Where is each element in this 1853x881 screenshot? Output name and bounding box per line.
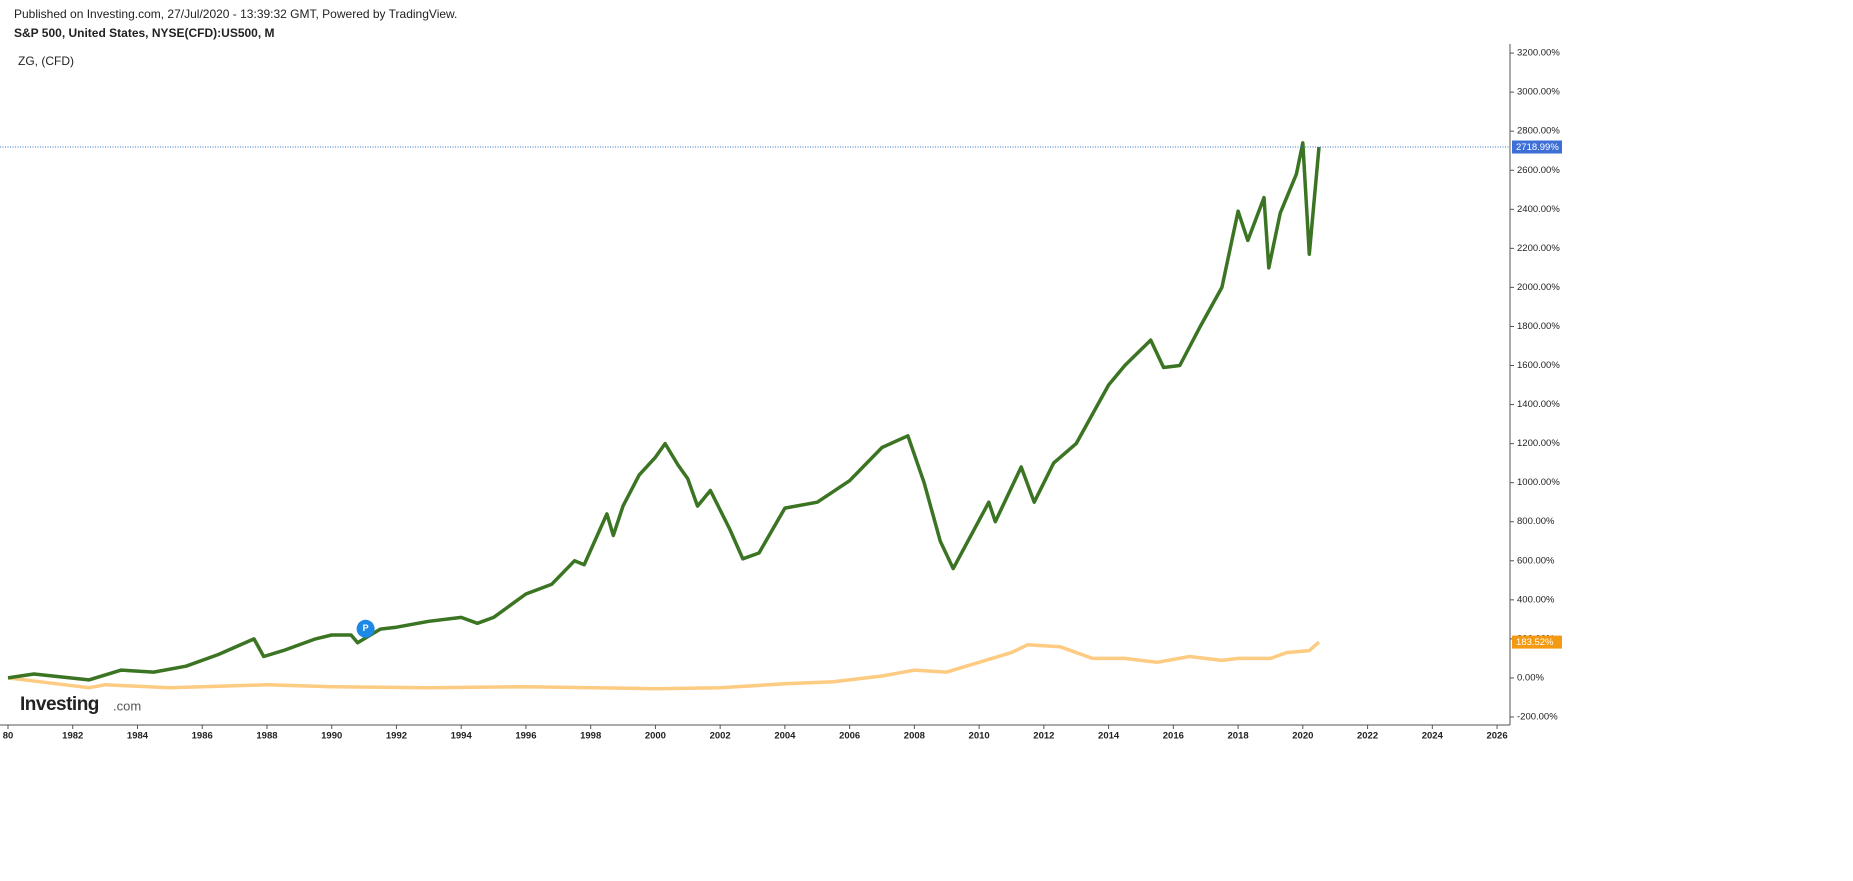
event-marker-label: P	[363, 623, 369, 633]
x-tick-label: 2022	[1357, 731, 1378, 742]
x-tick-label: 2000	[645, 731, 666, 742]
y-tick-label: 3000.00%	[1517, 87, 1560, 98]
y-tick-label: 1200.00%	[1517, 438, 1560, 449]
x-tick-label: 1992	[386, 731, 407, 742]
x-tick-label: 2026	[1486, 731, 1507, 742]
series-line	[7, 640, 1321, 691]
x-tick-label: 1996	[515, 731, 536, 742]
x-tick-label: 2004	[774, 731, 796, 742]
chart-title: S&P 500, United States, NYSE(CFD):US500,…	[14, 26, 275, 40]
y-tick-label: 1000.00%	[1517, 477, 1560, 488]
y-tick-label: 1400.00%	[1517, 399, 1560, 410]
y-tick-label: 600.00%	[1517, 555, 1555, 566]
value-badge	[1512, 635, 1562, 649]
y-tick-label: 2400.00%	[1517, 204, 1560, 215]
x-tick-label: 1982	[62, 731, 83, 742]
x-tick-label: 1986	[192, 731, 213, 742]
y-tick-label: -200.00%	[1517, 712, 1558, 723]
published-note: Published on Investing.com, 27/Jul/2020 …	[14, 7, 457, 21]
logo-suffix: .com	[113, 698, 141, 713]
y-tick-label: 0.00%	[1517, 672, 1544, 683]
y-tick-label: 2200.00%	[1517, 243, 1560, 254]
x-tick-label: 2020	[1292, 731, 1313, 742]
x-tick-label: 2014	[1098, 731, 1120, 742]
x-tick-label: 1994	[451, 731, 473, 742]
value-label: 2718.99%	[1516, 142, 1559, 153]
x-tick-label: 2012	[1033, 731, 1054, 742]
x-tick-label: 2016	[1163, 731, 1184, 742]
x-tick-label: 1988	[256, 731, 277, 742]
y-tick-label: 2600.00%	[1517, 165, 1560, 176]
value-badge	[1512, 140, 1562, 154]
x-tick-label: 2010	[969, 731, 990, 742]
event-marker	[356, 619, 375, 638]
x-tick-label: 2008	[904, 731, 925, 742]
y-tick-label: 2800.00%	[1517, 126, 1560, 137]
logo: Investing .com	[20, 694, 141, 715]
y-tick-label: 2000.00%	[1517, 282, 1560, 293]
y-tick-label: 1800.00%	[1517, 321, 1560, 332]
y-tick-label: 800.00%	[1517, 516, 1555, 527]
x-tick-label: 2002	[710, 731, 731, 742]
x-tick-label: 80	[3, 731, 14, 742]
value-label: 183.52%	[1516, 637, 1554, 648]
logo-text: Investing	[20, 694, 99, 715]
y-tick-label: 400.00%	[1517, 594, 1555, 605]
y-tick-label: 3200.00%	[1517, 48, 1560, 59]
x-tick-label: 2024	[1422, 731, 1444, 742]
x-tick-label: 1984	[127, 731, 149, 742]
chart-subtitle: ZG, (CFD)	[18, 54, 74, 68]
x-tick-label: 2018	[1228, 731, 1249, 742]
x-tick-label: 1998	[580, 731, 601, 742]
y-tick-label: 1600.00%	[1517, 360, 1560, 371]
x-tick-label: 1990	[321, 731, 342, 742]
series-line	[7, 141, 1321, 682]
x-tick-label: 2006	[839, 731, 860, 742]
